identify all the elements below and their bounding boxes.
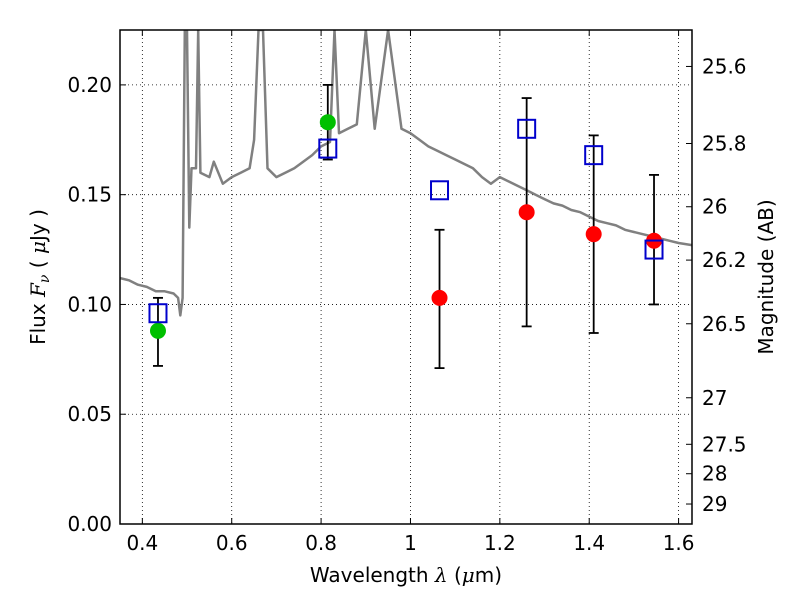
x-tick-label: 0.6 — [216, 531, 248, 555]
photometry-point — [431, 289, 448, 306]
x-axis-label: Wavelength λ (μm) — [310, 563, 502, 587]
x-tick-label: 1.6 — [663, 531, 695, 555]
y2-tick-label: 26.2 — [702, 248, 747, 272]
grid — [120, 30, 692, 524]
y2-tick-label: 27.5 — [702, 432, 747, 456]
data-markers — [148, 114, 664, 339]
model-flux-square — [148, 303, 168, 324]
y2-tick-label: 29 — [702, 492, 727, 516]
x-tick-label: 0.8 — [305, 531, 337, 555]
model-flux-square — [584, 145, 604, 166]
y-tick-label: 0.05 — [67, 402, 112, 426]
model-flux-square — [318, 138, 338, 159]
y-axis-label: Flux Fν ( μJy ) — [26, 209, 53, 345]
x-tick-labels: 0.4 0.6 0.8 1 1.2 1.4 1.6 — [126, 531, 694, 555]
photometry-point — [149, 322, 166, 339]
photometry-point — [319, 114, 336, 131]
y-tick-label: 0.10 — [67, 292, 112, 316]
y2-tick-label: 26.5 — [702, 312, 747, 336]
x-tick-label: 1 — [404, 531, 417, 555]
model-spectrum — [120, 30, 692, 317]
y2-tick-label: 25.6 — [702, 54, 747, 78]
x-tick-label: 1.2 — [484, 531, 516, 555]
y-tick-label: 0.15 — [67, 183, 112, 207]
y2-tick-label: 25.8 — [702, 132, 747, 156]
model-flux-square — [430, 180, 450, 201]
axis-ticks — [120, 30, 692, 525]
x-tick-label: 1.4 — [573, 531, 605, 555]
model-flux-square — [644, 239, 664, 260]
y-tick-labels: 0.00 0.05 0.10 0.15 0.20 — [67, 73, 112, 536]
y-tick-label: 0.20 — [67, 73, 112, 97]
y2-tick-label: 26 — [702, 195, 727, 219]
photometry-point — [585, 226, 602, 243]
model-flux-square — [517, 118, 537, 139]
y2-axis-label: Magnitude (AB) — [754, 199, 778, 354]
y2-tick-labels: 25.6 25.8 26 26.2 26.5 27 27.5 28 29 — [702, 54, 747, 516]
x-tick-label: 0.4 — [126, 531, 158, 555]
y-tick-label: 0.00 — [67, 512, 112, 536]
spectrum-line — [120, 30, 692, 317]
y2-tick-label: 27 — [702, 386, 727, 410]
photometry-point — [518, 204, 535, 221]
plot-frame — [119, 29, 693, 525]
y2-tick-label: 28 — [702, 462, 727, 486]
